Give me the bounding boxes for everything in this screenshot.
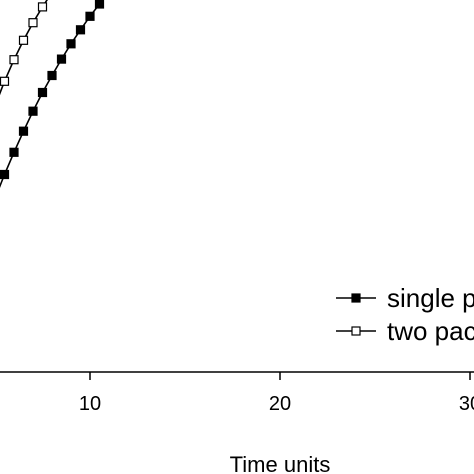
x-tick-label-10: 10 <box>79 393 101 415</box>
series-2 <box>0 0 48 96</box>
axes: 10 20 30 <box>0 371 474 415</box>
series-2-point <box>28 18 38 28</box>
series-1-point <box>9 147 19 157</box>
series-1-line <box>0 0 104 189</box>
series-1-point <box>75 25 86 35</box>
series-2-point <box>0 76 10 86</box>
x-tick-label-30: 30 <box>459 393 474 415</box>
legend-label: single p <box>387 283 474 313</box>
legend-entry-2: two pac <box>336 316 474 346</box>
x-axis-title: Time units <box>230 452 331 474</box>
series-1-point <box>37 87 48 98</box>
series-1-point <box>47 70 57 81</box>
legend-marker <box>351 326 361 336</box>
series-1-point <box>94 0 105 9</box>
series-2-point <box>18 35 29 45</box>
legend-label: two pac <box>387 316 474 346</box>
legend-marker <box>351 293 361 303</box>
series-2-point <box>37 2 48 12</box>
series-1-point <box>0 169 10 180</box>
series-1-point <box>18 126 29 136</box>
series-2-line <box>0 0 48 96</box>
series-2-point <box>9 55 19 65</box>
legend-entry-1: single p <box>336 283 474 313</box>
series-1-point <box>28 106 38 116</box>
series-layer <box>0 0 105 189</box>
series-1-point <box>85 11 95 21</box>
series-1-point <box>56 54 67 64</box>
x-tick-label-20: 20 <box>269 393 291 415</box>
series-1 <box>0 0 105 189</box>
series-1-point <box>66 39 76 49</box>
